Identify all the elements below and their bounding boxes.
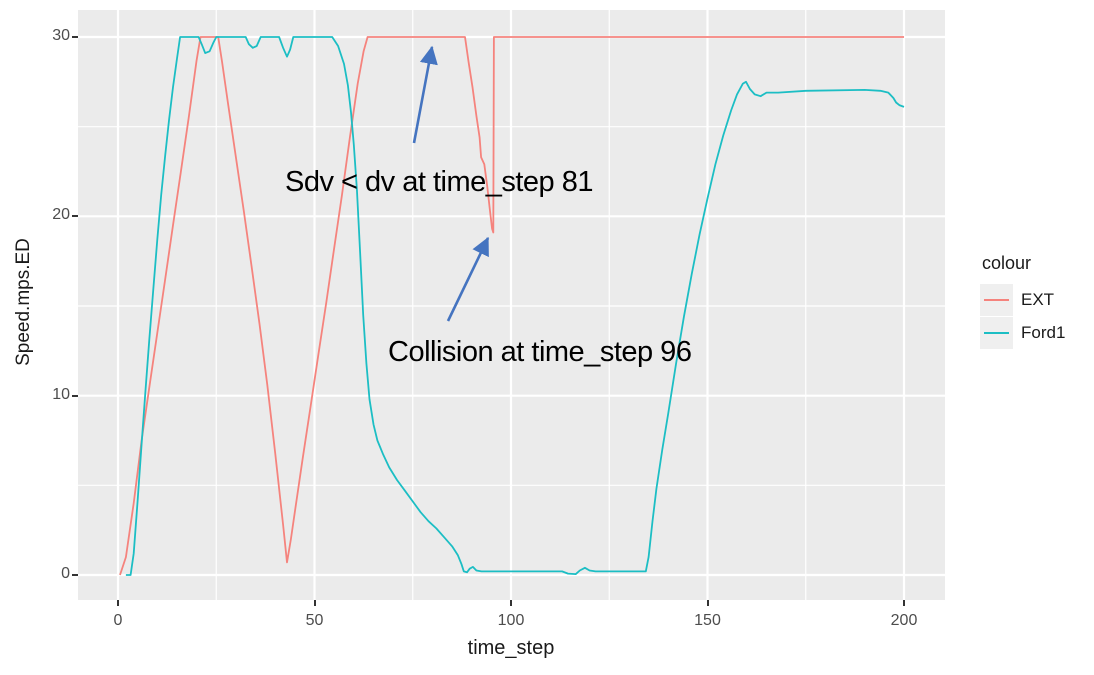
legend-key-ford1 [980, 316, 1013, 349]
y-axis-title: Speed.mps.ED [13, 238, 34, 366]
x-tick-mark-0 [117, 600, 119, 606]
y-tick-label-10: 10 [52, 385, 70, 403]
x-tick-mark-200 [903, 600, 905, 606]
x-tick-label-150: 150 [694, 612, 721, 629]
legend-key-line-ext [984, 298, 1009, 301]
legend-key-line-ford1 [984, 331, 1009, 334]
y-tick-mark-20 [72, 215, 78, 218]
plot-area-svg [78, 10, 945, 600]
x-tick-label-50: 50 [305, 612, 324, 629]
y-tick-label-0: 0 [61, 565, 70, 582]
y-tick-label-30: 30 [52, 27, 70, 44]
line-series-ext [119, 36, 904, 576]
x-tick-label-0: 0 [113, 612, 123, 629]
plot-panel [78, 10, 945, 600]
x-tick-mark-150 [706, 600, 709, 606]
legend: colour EXT Ford1 [980, 253, 1065, 349]
y-tick-mark-0 [72, 574, 78, 576]
legend-key-ext [980, 283, 1013, 316]
y-tick-mark-30 [72, 36, 78, 38]
legend-title: colour [982, 253, 1032, 273]
x-tick-mark-100 [510, 600, 512, 606]
x-tick-mark-50 [313, 600, 316, 606]
legend-entry-ext: EXT [980, 283, 1065, 316]
legend-label-ext: EXT [1021, 289, 1055, 309]
x-tick-label-200: 200 [890, 612, 918, 629]
x-axis-title: time_step [467, 637, 555, 659]
legend-label-ford1: Ford1 [1021, 322, 1066, 342]
x-tick-label-100: 100 [497, 612, 525, 629]
y-tick-mark-10 [72, 394, 78, 397]
annotation-sdv: Sdv < dv at time_step 81 [285, 166, 594, 198]
annotation-collision: Collision at time_step 96 [388, 336, 692, 368]
legend-entry-ford1: Ford1 [980, 316, 1065, 349]
line-series-ford1 [125, 36, 905, 576]
y-tick-label-20: 20 [52, 206, 70, 224]
